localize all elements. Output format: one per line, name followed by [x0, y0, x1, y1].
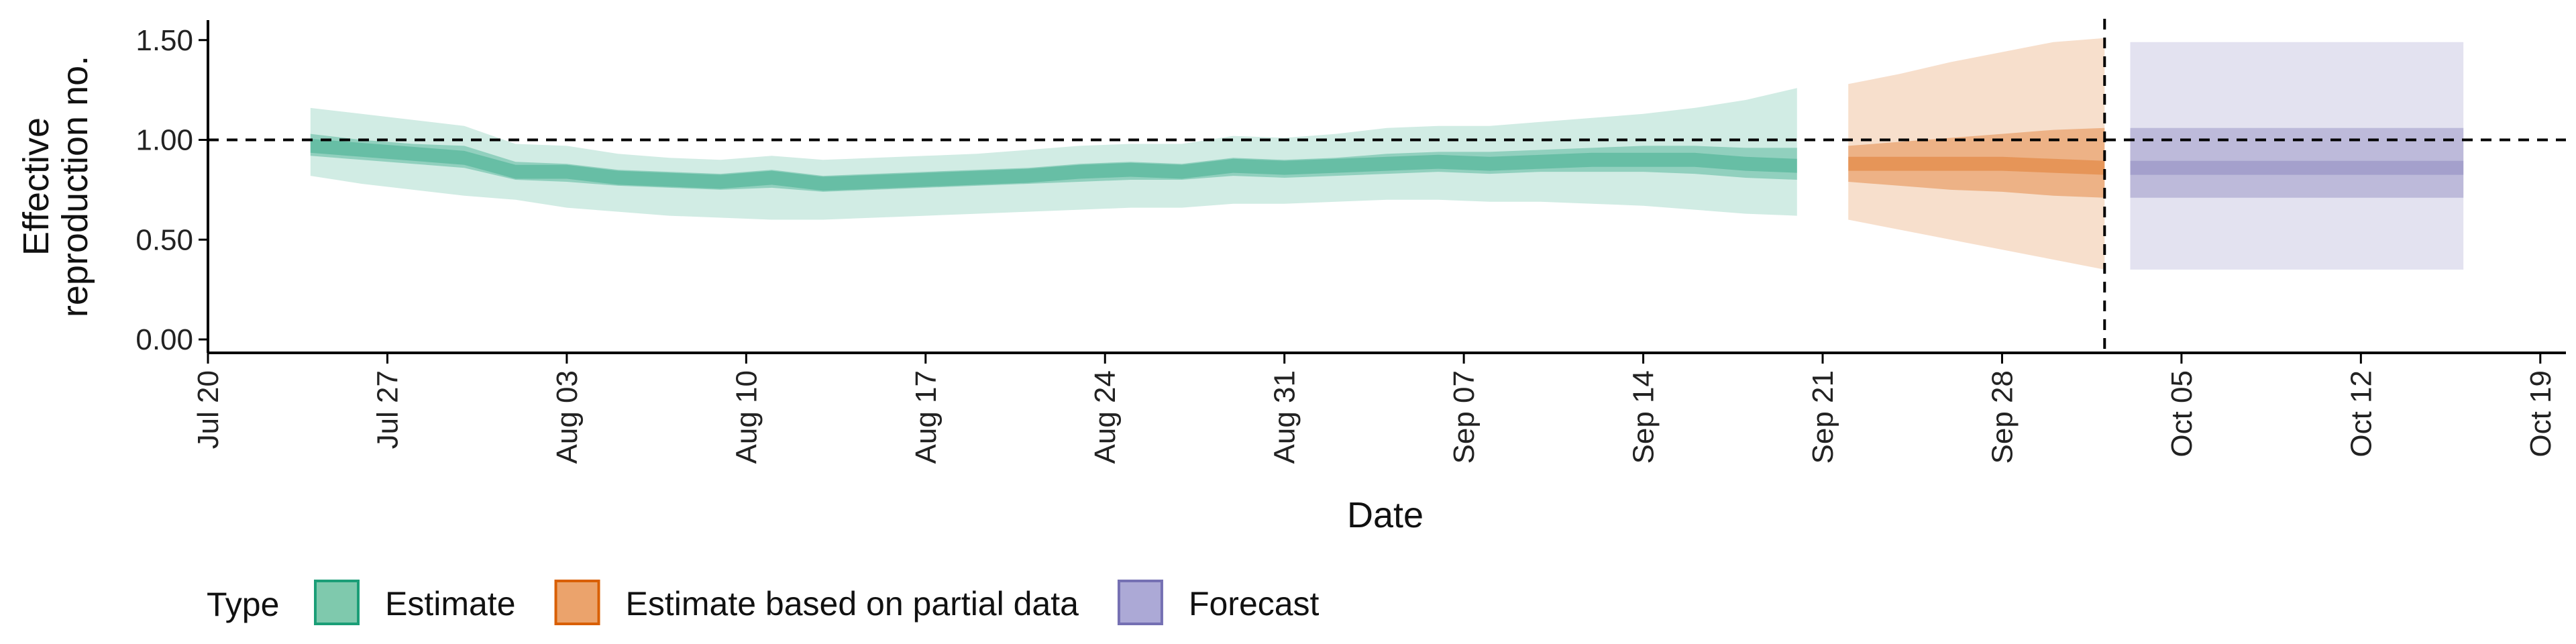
y-tick-label: 0.00: [136, 323, 193, 356]
median-band: [1848, 156, 2105, 175]
legend-label: Estimate based on partial data: [626, 585, 1079, 623]
x-tick-label: Sep 21: [1807, 370, 1839, 464]
x-tick-label: Aug 10: [730, 370, 763, 464]
legend-swatch: [314, 580, 360, 625]
legend-label: Estimate: [385, 585, 516, 623]
median-band: [310, 139, 1797, 191]
series-estimate: [310, 88, 1797, 220]
x-tick-label: Jul 27: [371, 370, 404, 449]
y-tick-label: 1.50: [136, 24, 193, 57]
x-tick-label: Oct 05: [2165, 370, 2198, 458]
inner-band: [310, 133, 1797, 192]
legend-title: Type: [207, 586, 279, 623]
outer-band: [2130, 42, 2464, 270]
x-tick-label: Sep 07: [1448, 370, 1481, 464]
x-tick-label: Sep 28: [1986, 370, 2019, 464]
x-tick-label: Aug 03: [551, 370, 584, 464]
legend-swatch: [554, 580, 600, 625]
y-axis-title-line: reproduction no.: [55, 56, 95, 317]
legend-item: Estimate: [314, 580, 516, 625]
axes: 0.00 0.50 1.00 1.50 Jul 20 Jul 27 Aug 03 Aug 10…: [136, 20, 2566, 464]
y-tick-label: 0.50: [136, 223, 193, 256]
outer-band: [1848, 38, 2105, 270]
legend: Type Estimate Estimate based on partial da…: [207, 580, 1320, 625]
y-tick-label: 1.00: [136, 124, 193, 157]
x-tick-label: Oct 12: [2345, 370, 2377, 458]
x-tick-label: Jul 20: [192, 370, 225, 449]
y-axis-title-line: Effective: [16, 117, 56, 256]
inner-band: [2130, 127, 2464, 198]
x-tick-label: Aug 17: [910, 370, 943, 464]
x-tick-label: Sep 14: [1627, 370, 1660, 464]
x-tick-label: Aug 31: [1269, 370, 1301, 464]
inner-band: [1848, 127, 2105, 198]
series-estimate-based-on-partial-data: [1848, 38, 2105, 270]
x-tick-label: Aug 24: [1089, 370, 1122, 464]
legend-label: Forecast: [1189, 585, 1320, 623]
median-band: [2130, 160, 2464, 175]
legend-swatch: [1117, 580, 1163, 625]
x-axis-title: Date: [1347, 495, 1424, 535]
x-tick-label: Oct 19: [2524, 370, 2557, 458]
series-forecast: [2130, 42, 2464, 270]
outer-band: [310, 88, 1797, 220]
legend-item: Forecast: [1117, 580, 1320, 625]
plot-bands: [310, 38, 2464, 270]
legend-item: Estimate based on partial data: [554, 580, 1079, 625]
